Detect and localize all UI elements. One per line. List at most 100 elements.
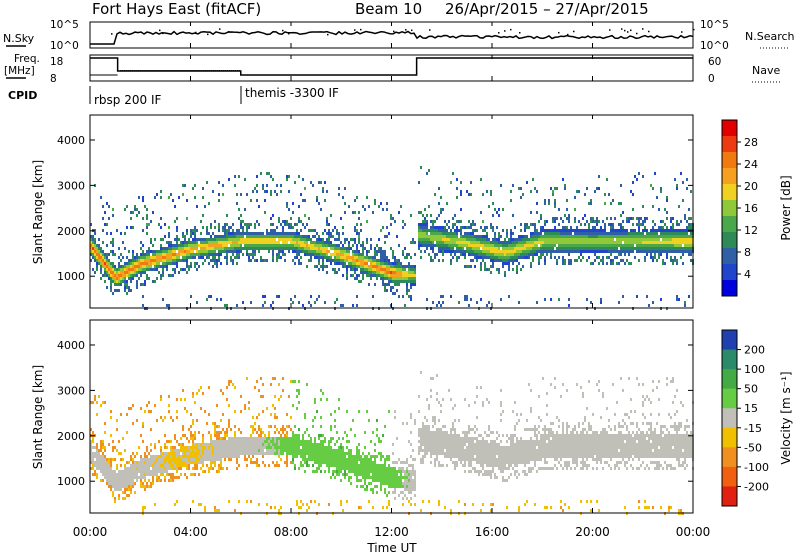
velocity-cell [202, 449, 204, 452]
power-cell [172, 199, 174, 202]
velocity-cell [102, 479, 104, 482]
power-cell [476, 247, 478, 250]
power-cell [174, 253, 176, 256]
power-cell [598, 238, 600, 241]
power-cell [440, 295, 442, 298]
velocity-cell [94, 464, 96, 467]
power-cell [662, 229, 664, 232]
power-cell [108, 268, 110, 271]
power-cell [328, 250, 330, 253]
power-cell [396, 277, 398, 280]
power-cell [154, 280, 156, 283]
power-cell [488, 238, 490, 241]
power-cell [104, 262, 106, 265]
velocity-cell [170, 467, 172, 470]
velocity-cell [278, 464, 280, 467]
velocity-cell [186, 446, 188, 449]
velocity-cell [192, 443, 194, 446]
velocity-cell [130, 467, 132, 470]
power-cell [492, 214, 494, 217]
power-cell [590, 232, 592, 235]
power-cell [442, 208, 444, 211]
power-cell [516, 256, 518, 259]
power-cell [236, 229, 238, 232]
power-cell [636, 235, 638, 238]
velocity-cell [222, 452, 224, 455]
power-cell [104, 256, 106, 259]
velocity-cell [184, 407, 186, 410]
power-cell [110, 232, 112, 235]
power-cell [474, 250, 476, 253]
power-cell [486, 226, 488, 229]
power-cell [254, 253, 256, 256]
power-cell [286, 220, 288, 223]
power-cell [512, 256, 514, 259]
power-cell [640, 235, 642, 238]
power-cell [422, 232, 424, 235]
power-cell [586, 187, 588, 190]
power-cell [604, 202, 606, 205]
power-cell [670, 241, 672, 244]
power-cell [596, 238, 598, 241]
power-cell [164, 247, 166, 250]
power-cell [430, 259, 432, 262]
power-cell [510, 199, 512, 202]
power-cell [142, 196, 144, 199]
power-cell [386, 226, 388, 229]
power-cell [530, 253, 532, 256]
power-cell [420, 211, 422, 214]
velocity-cell [292, 440, 294, 443]
power-cell [140, 253, 142, 256]
power-cell [202, 262, 204, 265]
velocity-cell [296, 455, 298, 458]
nave-dot [176, 70, 178, 72]
velocity-cell [326, 398, 328, 401]
power-cell [480, 265, 482, 268]
power-cell [214, 226, 216, 229]
power-cell [144, 262, 146, 265]
velocity-cell [206, 422, 208, 425]
velocity-cell [306, 443, 308, 446]
power-cell [412, 238, 414, 241]
power-cell [482, 253, 484, 256]
power-cell [248, 244, 250, 247]
velocity-cell [276, 461, 278, 464]
power-cell [264, 259, 266, 262]
velocity-cell [292, 434, 294, 437]
power-cell [394, 259, 396, 262]
nave-dot [154, 70, 156, 72]
power-cell [554, 238, 556, 241]
power-cell [596, 220, 598, 223]
power-cell [452, 217, 454, 220]
velocity-cell [118, 497, 120, 500]
power-cell [218, 235, 220, 238]
power-cell [174, 244, 176, 247]
power-cell [462, 235, 464, 238]
power-cell [164, 262, 166, 265]
power-cell [662, 250, 664, 253]
power-cell [420, 238, 422, 241]
power-cell [404, 280, 406, 283]
velocity-cell [120, 473, 122, 476]
power-cell [380, 250, 382, 253]
power-cell [328, 259, 330, 262]
power-cell [484, 250, 486, 253]
power-cell [518, 238, 520, 241]
power-cell [322, 238, 324, 241]
power-cell [346, 256, 348, 259]
power-cell [222, 244, 224, 247]
velocity-cell [316, 461, 318, 464]
power-cell [162, 247, 164, 250]
power-cell [664, 247, 666, 250]
velocity-cell [308, 455, 310, 458]
power-cell [264, 211, 266, 214]
power-cell [140, 271, 142, 274]
velocity-cell [258, 425, 260, 428]
power-cell [472, 223, 474, 226]
power-cell [652, 235, 654, 238]
velocity-cell [220, 449, 222, 452]
velocity-cell [128, 485, 130, 488]
power-cell [130, 289, 132, 292]
velocity-cell [202, 464, 204, 467]
nave-tick-low: 0 [708, 73, 715, 85]
